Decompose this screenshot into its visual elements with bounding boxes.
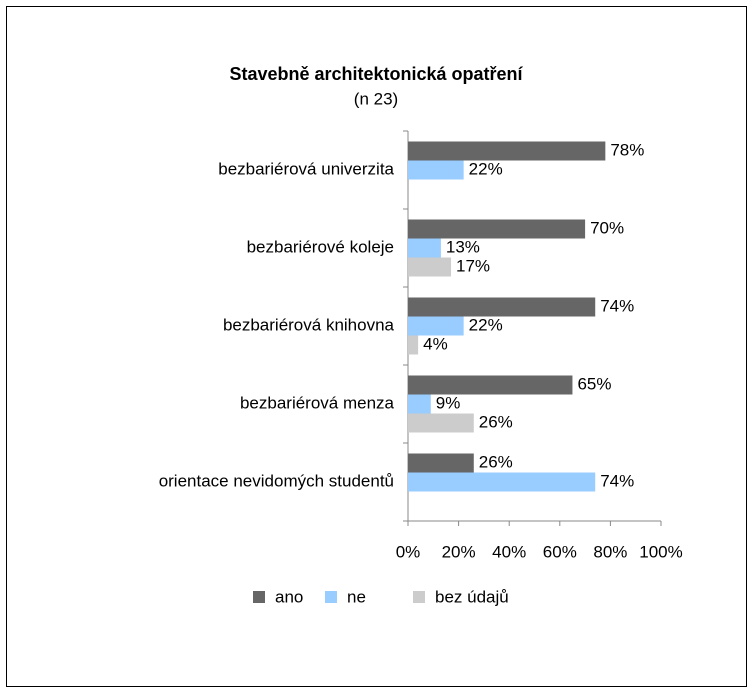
- legend-swatch: [253, 591, 265, 603]
- x-tick-label: 40%: [492, 542, 526, 561]
- data-label: 70%: [590, 218, 624, 237]
- data-label: 78%: [610, 140, 644, 159]
- bar: [408, 219, 586, 239]
- x-tick-label: 0%: [396, 542, 421, 561]
- legend-swatch: [325, 591, 337, 603]
- data-label: 74%: [600, 296, 634, 315]
- bar: [408, 375, 573, 395]
- bar: [408, 297, 596, 317]
- x-tick-label: 80%: [593, 542, 627, 561]
- chart-border: [6, 6, 747, 687]
- x-tick-label: 20%: [442, 542, 476, 561]
- bar: [408, 453, 474, 473]
- bar: [408, 238, 441, 258]
- bar: [408, 472, 596, 492]
- legend-label: ano: [275, 587, 303, 606]
- chart-subtitle: (n 23): [354, 89, 398, 108]
- data-label: 26%: [479, 452, 513, 471]
- data-label: 4%: [423, 334, 448, 353]
- y-tick-label: orientace nevidomých studentů: [159, 471, 394, 490]
- bar: [408, 160, 464, 180]
- y-tick-label: bezbariérová univerzita: [218, 159, 394, 178]
- data-label: 13%: [446, 237, 480, 256]
- data-label: 17%: [456, 256, 490, 275]
- legend-swatch: [413, 591, 425, 603]
- data-label: 74%: [600, 471, 634, 490]
- data-label: 9%: [436, 393, 461, 412]
- y-tick-label: bezbariérová menza: [240, 393, 395, 412]
- bar: [408, 394, 431, 414]
- x-tick-label: 60%: [543, 542, 577, 561]
- data-label: 22%: [469, 315, 503, 334]
- legend-label: ne: [347, 587, 366, 606]
- chart-title: Stavebně architektonická opatření: [229, 64, 523, 84]
- y-tick-label: bezbariérová knihovna: [223, 315, 395, 334]
- data-label: 22%: [469, 159, 503, 178]
- bar: [408, 413, 474, 433]
- bar: [408, 335, 419, 355]
- bar: [408, 257, 452, 277]
- bar: [408, 141, 606, 161]
- legend-label: bez údajů: [435, 587, 509, 606]
- data-label: 65%: [577, 374, 611, 393]
- bar: [408, 316, 464, 336]
- x-tick-label: 100%: [639, 542, 682, 561]
- data-label: 26%: [479, 412, 513, 431]
- y-tick-label: bezbariérové koleje: [247, 237, 394, 256]
